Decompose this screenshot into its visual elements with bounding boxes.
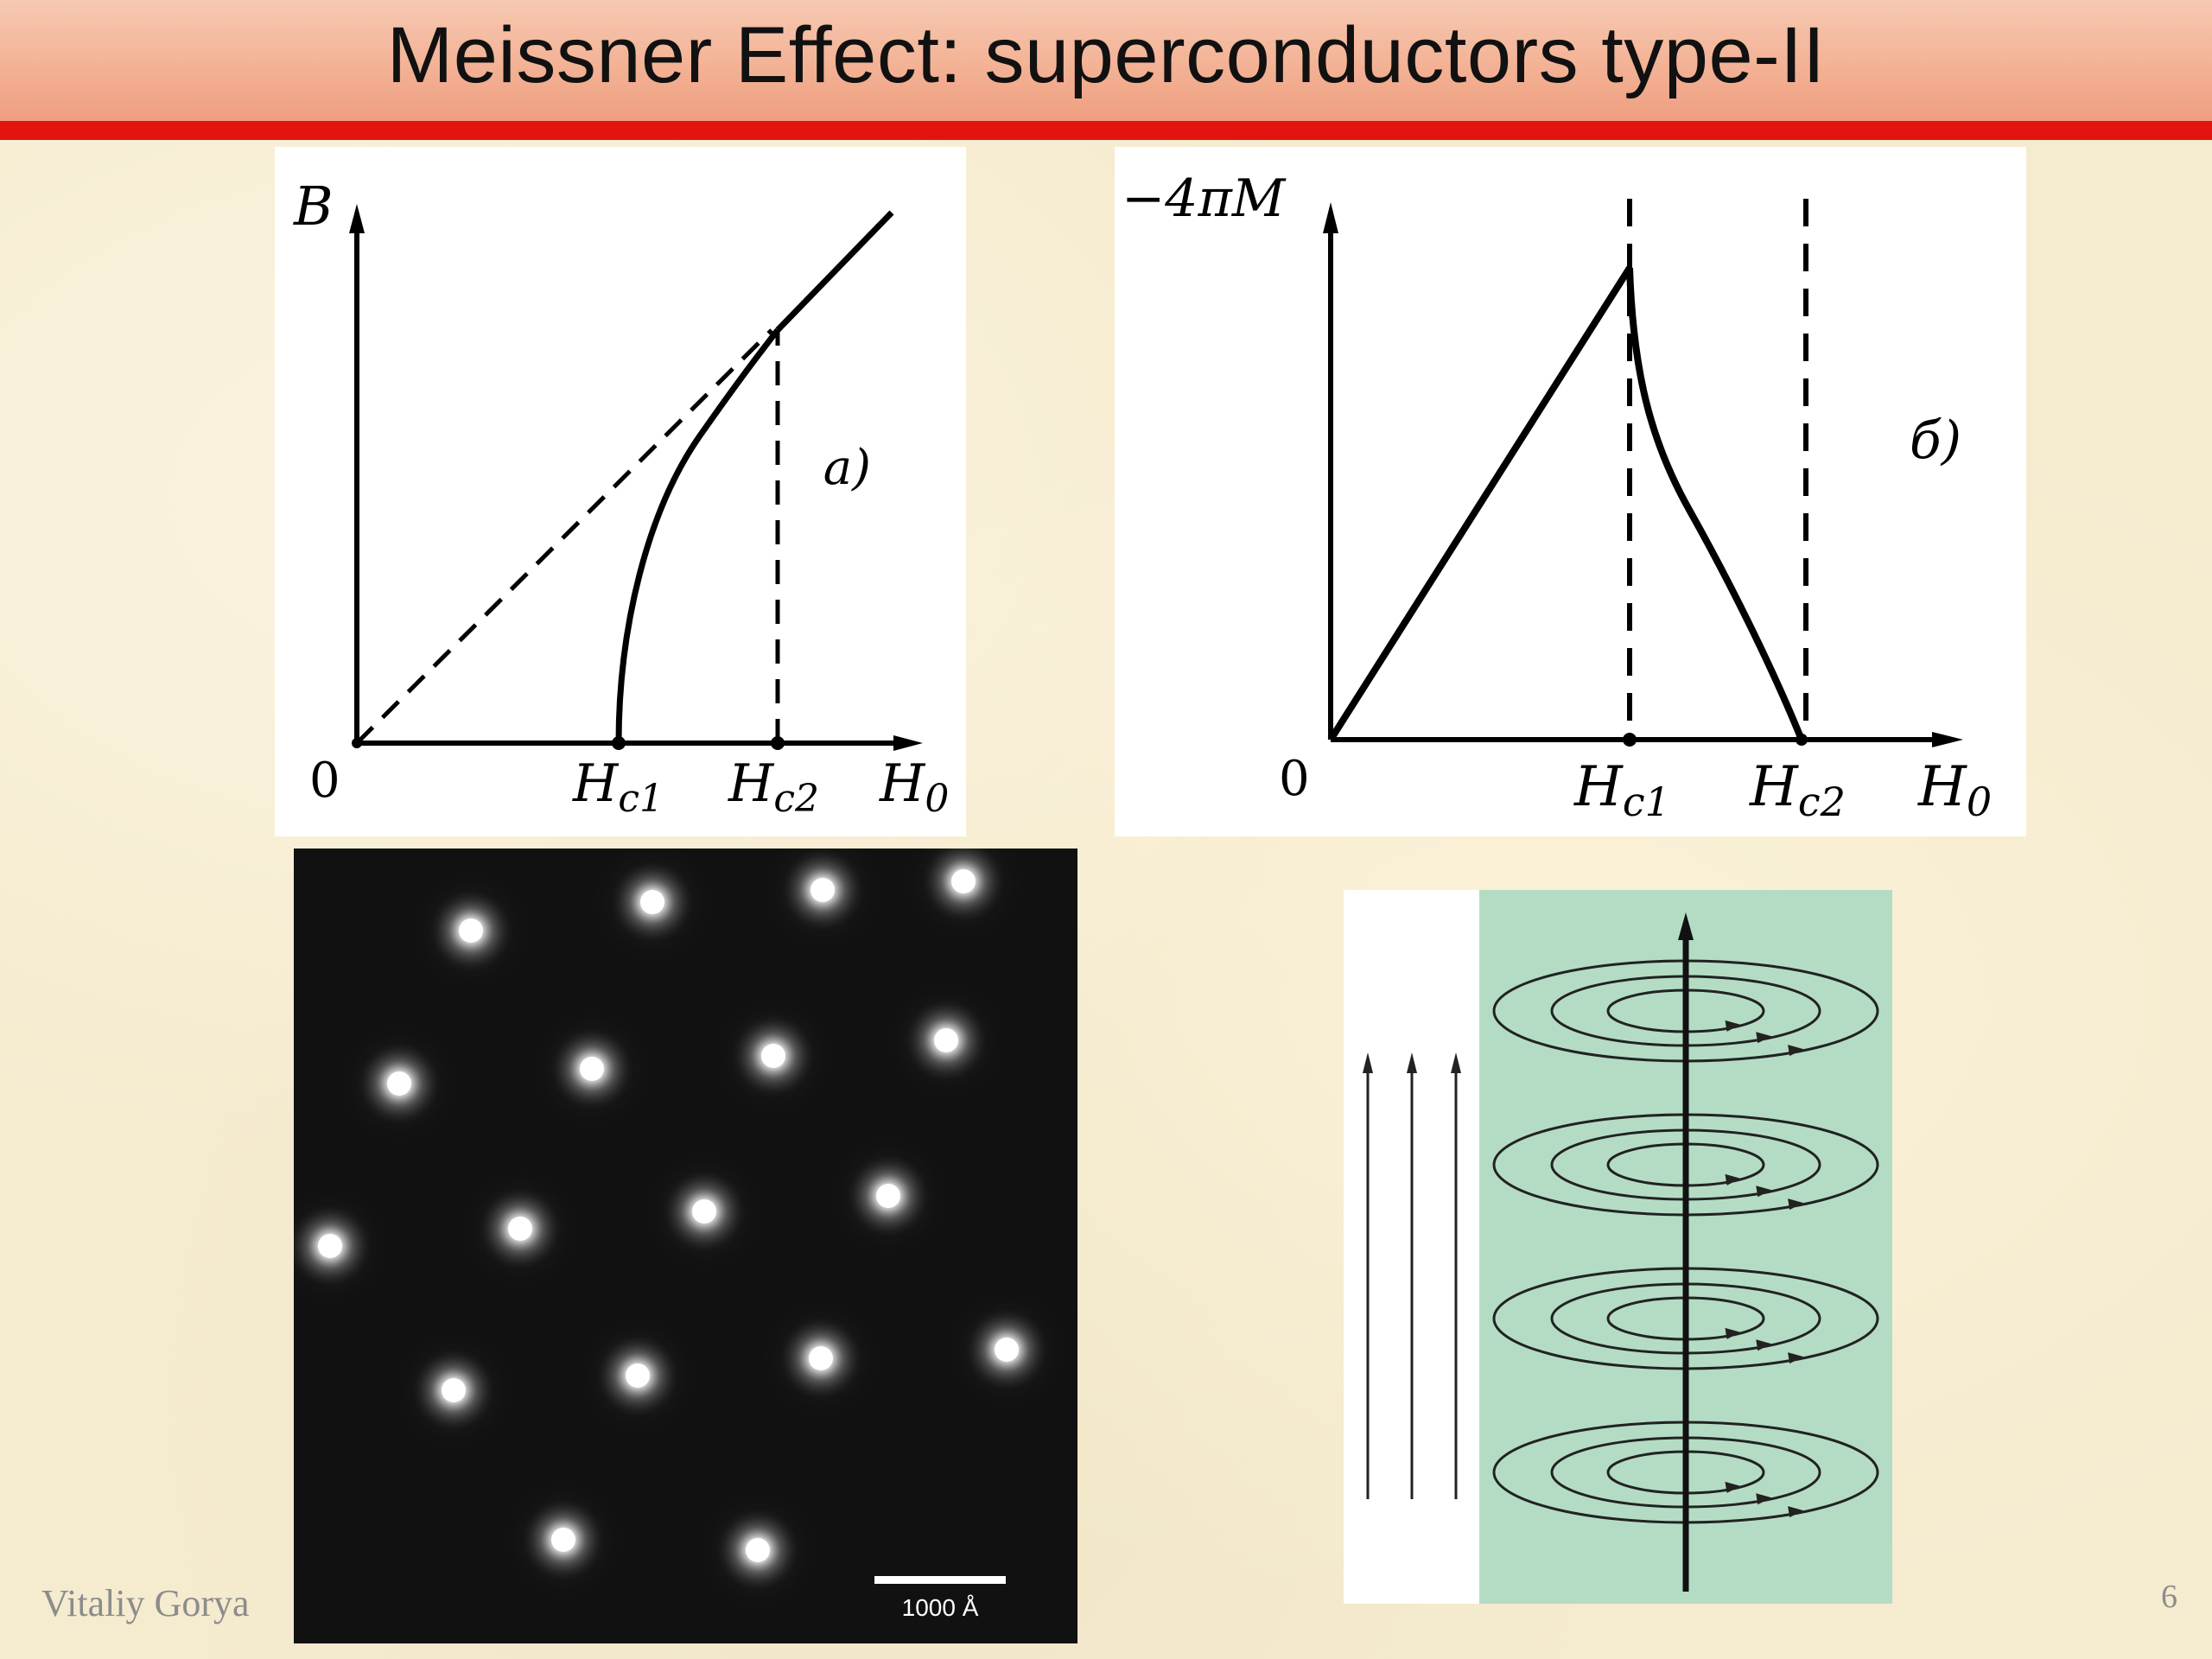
field-arrow-icon	[1451, 1052, 1461, 1073]
vortex-core	[626, 1363, 650, 1388]
page-number: 6	[2161, 1579, 2177, 1615]
point-hc2	[771, 736, 785, 750]
current-direction-arrow-icon	[1756, 1185, 1772, 1198]
point-hc1	[612, 736, 626, 750]
tick-label-hc1: Hc1	[1573, 755, 1670, 825]
scale-bar-label: 1000 Å	[902, 1594, 979, 1621]
title-bar: Meissner Effect: superconductors type-II	[0, 0, 2212, 121]
vortex-core	[761, 1044, 785, 1068]
origin-label: 0	[1279, 751, 1310, 807]
x-axis-arrow	[1932, 732, 1963, 747]
scale-bar	[874, 1576, 1006, 1584]
vortex-core	[809, 1346, 833, 1370]
title-divider	[0, 121, 2212, 140]
point-origin	[352, 738, 362, 748]
vortex-core	[442, 1378, 466, 1402]
current-direction-arrow-icon	[1725, 1020, 1741, 1032]
current-direction-arrow-icon	[1788, 1506, 1804, 1518]
vortex-core	[810, 878, 835, 902]
footer-author: Vitaliy Gorya	[41, 1582, 250, 1624]
x-axis-label: H0	[879, 753, 949, 821]
x-axis-arrow	[893, 735, 923, 751]
point-hc1	[1623, 733, 1637, 747]
x-axis-label: H0	[1917, 755, 1992, 825]
vortex-current-loops-icon	[1344, 890, 1892, 1604]
vortex-core	[459, 918, 483, 943]
panel-label-b: б)	[1910, 410, 1961, 471]
current-direction-arrow-icon	[1788, 1352, 1804, 1364]
vortex-core	[995, 1338, 1019, 1362]
vortex-current-diagram	[1344, 890, 1892, 1604]
vortex-core	[551, 1528, 575, 1552]
linear-meissner-region	[1327, 265, 1633, 742]
central-flux-arrow	[1678, 912, 1694, 940]
graph-b-vs-h: B 0 a) Hc1 Hc2 H0	[275, 147, 966, 836]
panel-label-a: a)	[823, 440, 871, 496]
b-curve	[615, 327, 780, 744]
current-direction-arrow-icon	[1788, 1045, 1804, 1057]
tick-label-hc2: Hc2	[728, 753, 819, 821]
vortex-core	[508, 1217, 532, 1241]
vortex-core	[951, 869, 976, 893]
b-curve-normal-state	[775, 210, 894, 333]
current-direction-arrow-icon	[1725, 1327, 1741, 1339]
vortex-core	[692, 1199, 716, 1224]
graph-b-svg: −4πM 0 б) Hc1 Hc2 H0	[1122, 168, 1992, 825]
vortex-core	[318, 1234, 342, 1258]
current-direction-arrow-icon	[1756, 1493, 1772, 1505]
dashed-line-b-equals-h	[355, 328, 773, 745]
tick-label-hc2: Hc2	[1749, 755, 1846, 825]
vortex-core	[876, 1184, 900, 1208]
y-axis-label: B	[293, 175, 334, 238]
y-axis-arrow	[349, 204, 365, 233]
mixed-state-curve	[1626, 267, 1805, 741]
y-axis-arrow	[1323, 202, 1338, 233]
y-axis-label: −4πM	[1122, 168, 1287, 229]
origin-label: 0	[309, 753, 340, 809]
vortex-lattice-svg: 1000 Å	[294, 849, 1077, 1643]
vortex-core	[387, 1071, 411, 1096]
graph-magnetization-vs-h: −4πM 0 б) Hc1 Hc2 H0	[1115, 147, 2026, 836]
slide-title: Meissner Effect: superconductors type-II	[386, 11, 1826, 99]
current-direction-arrow-icon	[1756, 1032, 1772, 1044]
current-direction-arrow-icon	[1725, 1173, 1741, 1185]
field-arrow-icon	[1407, 1052, 1417, 1073]
vortex-core	[640, 890, 664, 914]
graph-a-svg: B 0 a) Hc1 Hc2 H0	[293, 175, 949, 821]
vortex-core	[580, 1057, 604, 1081]
vortex-core	[934, 1028, 958, 1052]
field-arrow-icon	[1363, 1052, 1373, 1073]
point-hc2	[1796, 734, 1808, 746]
current-direction-arrow-icon	[1725, 1481, 1741, 1493]
current-direction-arrow-icon	[1756, 1339, 1772, 1351]
tick-label-hc1: Hc1	[572, 753, 664, 821]
vortex-lattice-image: 1000 Å	[294, 849, 1077, 1643]
vortex-core	[746, 1538, 770, 1562]
current-direction-arrow-icon	[1788, 1198, 1804, 1211]
